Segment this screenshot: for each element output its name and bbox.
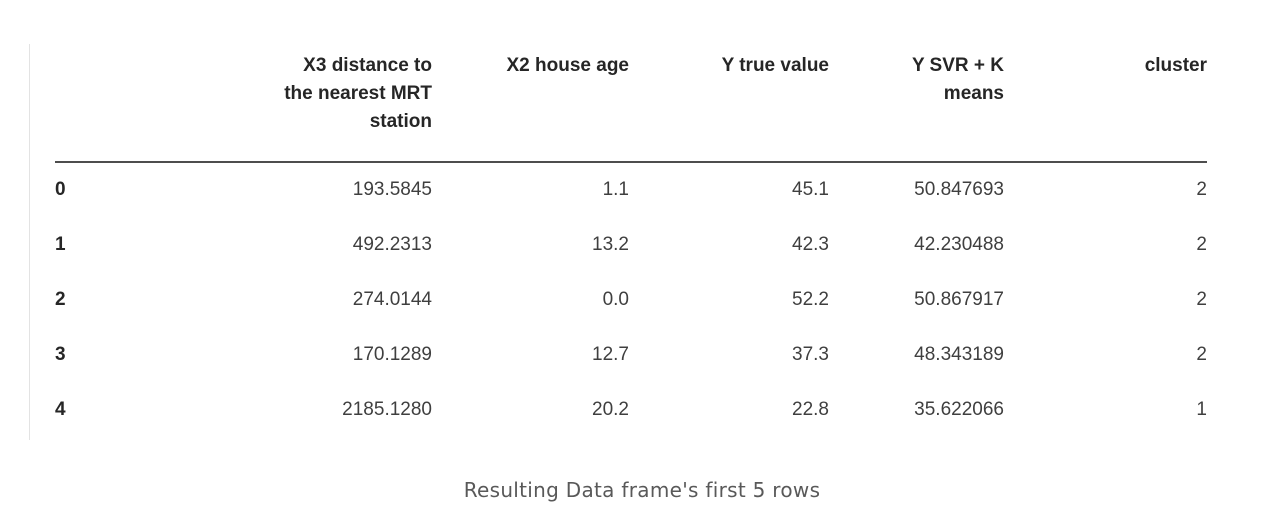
data-cell: 48.343189 bbox=[914, 343, 1004, 365]
table-header-row: X3 distance to the nearest MRT station X2… bbox=[55, 52, 1207, 163]
table-row: 3 170.1289 12.7 37.3 48.343189 2 bbox=[55, 327, 1207, 382]
index-column-header bbox=[55, 52, 95, 163]
column-header: Y true value bbox=[629, 52, 829, 163]
row-index-cell: 3 bbox=[55, 343, 66, 365]
column-header-label: cluster bbox=[1144, 55, 1207, 76]
data-cell: 2 bbox=[1196, 179, 1207, 200]
table-caption: Resulting Data frame's first 5 rows bbox=[463, 478, 821, 502]
column-header-label: X3 distance to the nearest MRT station bbox=[284, 55, 432, 132]
data-cell: 45.1 bbox=[792, 179, 829, 200]
data-cell: 20.2 bbox=[592, 398, 629, 420]
row-index-cell: 4 bbox=[55, 398, 66, 420]
data-cell: 35.622066 bbox=[914, 398, 1004, 420]
data-cell: 50.847693 bbox=[914, 179, 1004, 200]
data-cell: 2185.1280 bbox=[342, 398, 432, 420]
data-cell: 193.5845 bbox=[352, 179, 432, 200]
table-header: X3 distance to the nearest MRT station X2… bbox=[55, 52, 1207, 163]
data-cell: 42.3 bbox=[792, 233, 829, 255]
column-header: X2 house age bbox=[432, 52, 630, 163]
column-header: cluster bbox=[1004, 52, 1207, 163]
table-row: 2 274.0144 0.0 52.2 50.867917 2 bbox=[55, 272, 1207, 327]
data-cell: 0.0 bbox=[602, 288, 629, 310]
data-cell: 50.867917 bbox=[914, 288, 1004, 310]
data-cell: 170.1289 bbox=[352, 343, 432, 365]
data-cell: 13.2 bbox=[592, 233, 629, 255]
column-header: Y SVR + K means bbox=[829, 52, 1004, 163]
row-index-cell: 2 bbox=[55, 288, 66, 310]
output-left-rule bbox=[29, 44, 30, 440]
column-header-label: X2 house age bbox=[506, 55, 630, 76]
dataframe-table: X3 distance to the nearest MRT station X2… bbox=[55, 52, 1207, 437]
data-cell: 1 bbox=[1196, 398, 1207, 420]
data-cell: 1.1 bbox=[602, 179, 629, 200]
column-header-label: Y true value bbox=[721, 55, 829, 76]
column-header: X3 distance to the nearest MRT station bbox=[95, 52, 432, 163]
data-cell: 2 bbox=[1196, 343, 1207, 365]
table-row: 0 193.5845 1.1 45.1 50.847693 2 bbox=[55, 162, 1207, 217]
data-cell: 37.3 bbox=[792, 343, 829, 365]
data-cell: 22.8 bbox=[792, 398, 829, 420]
data-cell: 2 bbox=[1196, 288, 1207, 310]
data-cell: 492.2313 bbox=[352, 233, 432, 255]
table-row: 1 492.2313 13.2 42.3 42.230488 2 bbox=[55, 217, 1207, 272]
table-body: 0 193.5845 1.1 45.1 50.847693 2 1 492.2313 13.2 4… bbox=[55, 162, 1207, 437]
data-cell: 42.230488 bbox=[914, 233, 1004, 255]
data-cell: 52.2 bbox=[792, 288, 829, 310]
row-index-cell: 0 bbox=[55, 179, 66, 200]
data-cell: 12.7 bbox=[592, 343, 629, 365]
data-cell: 2 bbox=[1196, 233, 1207, 255]
table-row: 4 2185.1280 20.2 22.8 35.622066 1 bbox=[55, 382, 1207, 437]
row-index-cell: 1 bbox=[55, 233, 66, 255]
column-header-label: Y SVR + K means bbox=[911, 55, 1004, 104]
data-cell: 274.0144 bbox=[352, 288, 432, 310]
